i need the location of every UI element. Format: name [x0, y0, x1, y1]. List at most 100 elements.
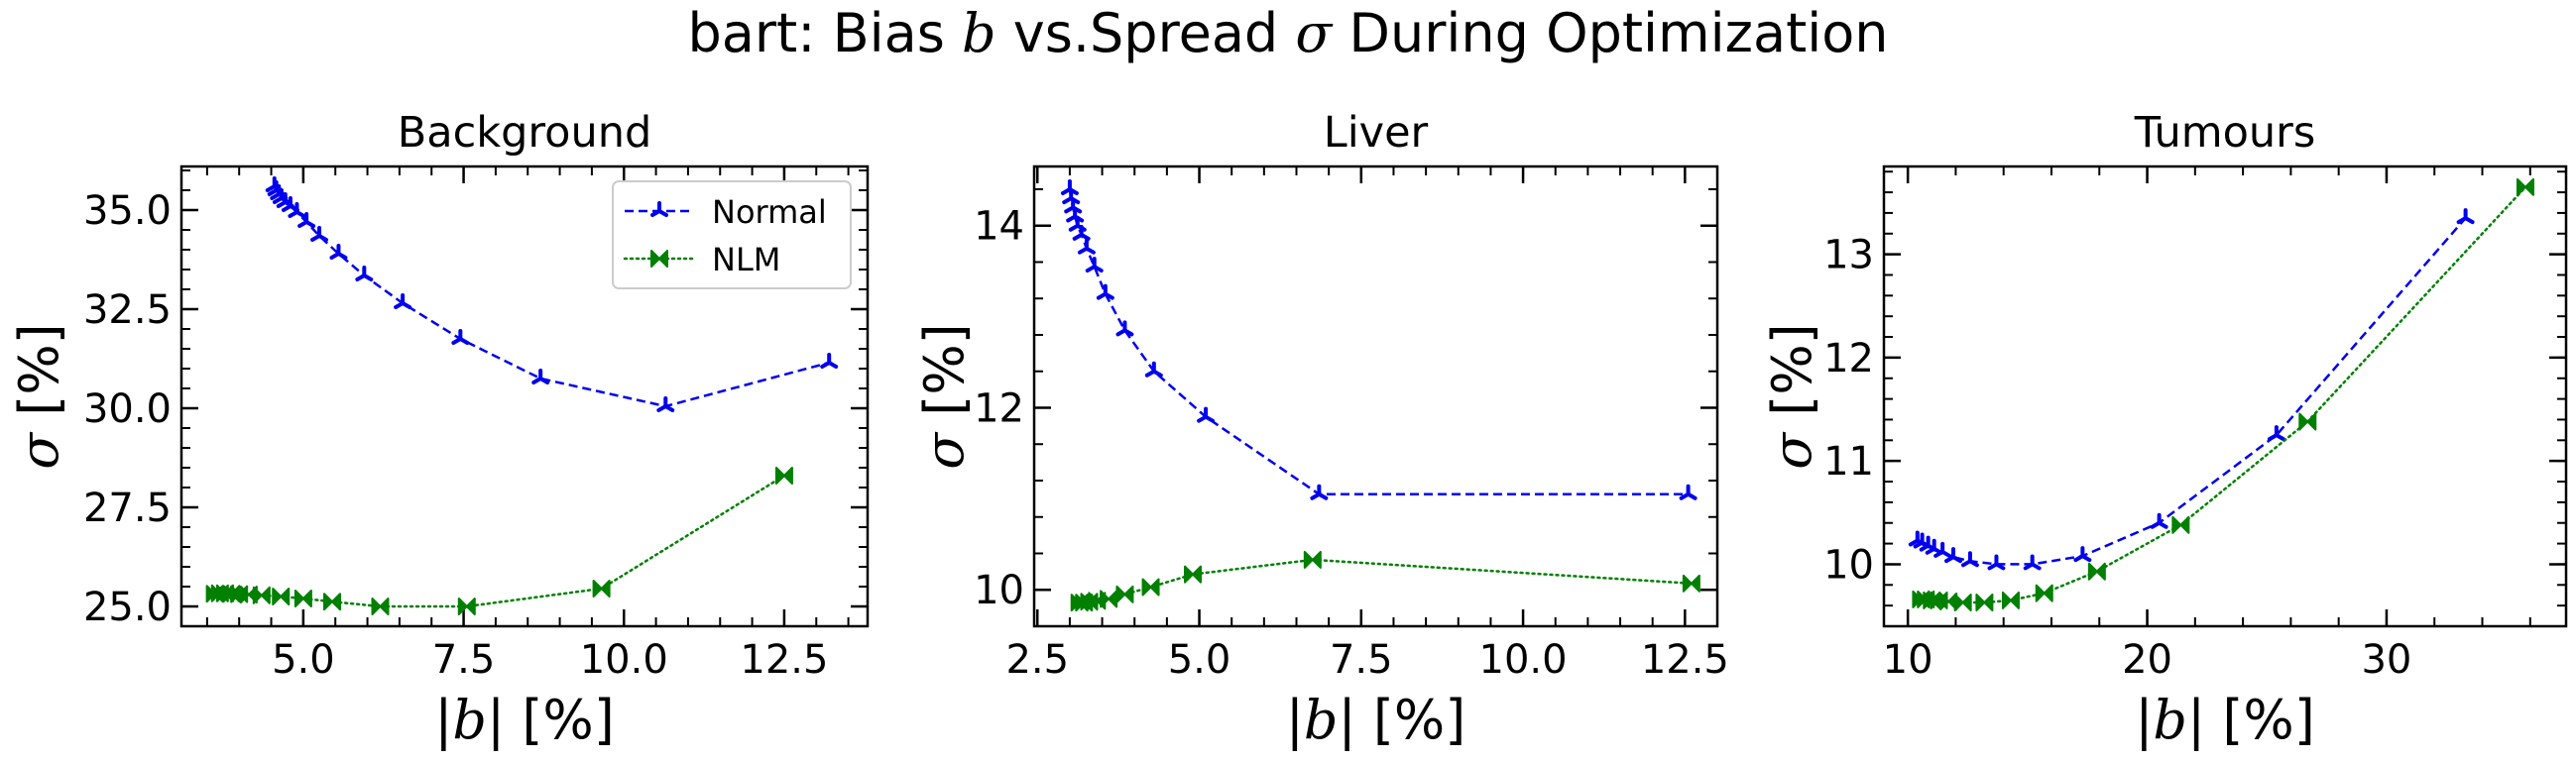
axes-frame [1882, 164, 2568, 628]
data-point-normal [820, 353, 839, 369]
legend-marker-nlm [650, 250, 668, 268]
y-tick-label: 25.0 [83, 585, 172, 630]
data-point-normal [1933, 541, 1952, 558]
subplot-title: Liver [1324, 108, 1429, 158]
major-ticks [1884, 166, 2566, 626]
series-nlm [1070, 550, 1700, 612]
data-point-nlm [2087, 562, 2106, 581]
data-point-nlm [1953, 594, 1972, 612]
x-axis-label: |b| [%] [434, 689, 615, 751]
minor-ticks [1884, 166, 2566, 627]
data-point-normal [1085, 257, 1104, 273]
data-point-normal [2150, 512, 2168, 529]
data-point-nlm [2298, 412, 2317, 431]
data-point-nlm [2516, 177, 2534, 196]
data-point-nlm [371, 598, 390, 615]
data-point-nlm [1115, 585, 1134, 603]
subplot-title: Tumours [2134, 108, 2316, 158]
series-normal [1908, 208, 2475, 571]
data-point-nlm [457, 598, 476, 615]
data-point-normal [1144, 361, 1163, 378]
x-tick-label: 10.0 [1479, 637, 1568, 683]
subplot-title: Background [398, 108, 652, 158]
x-tick-label: 10.0 [580, 637, 668, 683]
data-point-nlm [322, 593, 341, 611]
series-normal [1060, 178, 1698, 500]
data-point-normal [656, 396, 675, 412]
y-tick-label: 11 [1823, 439, 1874, 485]
y-tick-label: 13 [1823, 233, 1874, 278]
data-point-normal [310, 226, 329, 242]
data-point-normal [2073, 546, 2092, 563]
data-point-nlm [1100, 590, 1118, 608]
data-point-normal [531, 369, 550, 384]
data-point-normal [329, 244, 348, 260]
y-tick-label: 30.0 [83, 386, 172, 432]
x-tick-label: 20 [2122, 637, 2172, 683]
data-point-normal [2456, 208, 2475, 225]
axes-frame [1032, 164, 1719, 628]
legend-label-normal: Normal [712, 193, 827, 231]
series-nlm [1912, 177, 2534, 612]
y-tick-label: 10 [1823, 542, 1874, 588]
legend-label-nlm: NLM [712, 241, 780, 278]
x-tick-label: 30 [2361, 637, 2411, 683]
y-tick-label: 35.0 [83, 188, 172, 234]
data-point-nlm [2171, 515, 2190, 534]
data-point-nlm [1141, 578, 1160, 597]
data-point-nlm [252, 586, 271, 604]
data-point-nlm [293, 590, 312, 607]
data-point-normal [1987, 554, 2006, 571]
data-point-nlm [272, 588, 291, 605]
data-point-nlm [592, 580, 611, 598]
major-ticks [1034, 166, 1717, 626]
series-line-nlm [213, 474, 786, 608]
series-line-normal [273, 185, 830, 408]
data-point-nlm [1184, 565, 1202, 584]
data-point-nlm [1975, 594, 1994, 612]
x-axis-label: |b| [%] [2135, 689, 2315, 751]
y-tick-label: 32.5 [83, 287, 172, 333]
y-axis-label: σ [%] [1761, 323, 1823, 470]
subplot-liver: Liver 2.5 5.0 7.5 10.0 12.5 10 12 14 |b| [%] σ [%] [913, 108, 1729, 751]
y-tick-label: 12 [1823, 336, 1874, 381]
y-tick-label: 27.5 [83, 486, 172, 531]
x-tick-label: 7.5 [1330, 637, 1393, 683]
data-point-normal [1679, 484, 1698, 500]
y-tick-label: 10 [974, 568, 1024, 613]
data-point-nlm [1682, 574, 1700, 593]
data-point-normal [1096, 283, 1114, 300]
legend: Normal NLM [612, 180, 852, 289]
y-axis-label: σ [%] [913, 323, 976, 470]
y-tick-label: 14 [974, 204, 1024, 250]
data-point-normal [288, 202, 306, 218]
data-point-normal [1197, 406, 1216, 423]
data-point-nlm [2035, 584, 2053, 602]
x-tick-label: 2.5 [1005, 637, 1069, 683]
data-point-normal [355, 266, 374, 281]
data-point-normal [297, 212, 316, 228]
data-point-normal [1077, 238, 1096, 255]
y-tick-label: 12 [974, 385, 1024, 431]
data-point-normal [2023, 554, 2042, 571]
series-normal [265, 176, 839, 412]
x-tick-label: 10 [1883, 637, 1933, 683]
legend-marker-normal [650, 201, 668, 217]
x-tick-label: 5.0 [1168, 637, 1231, 683]
axes-frame [179, 164, 870, 628]
y-axis-label: σ [%] [8, 323, 70, 470]
subplot-tumours: Tumours 10 20 30 10 11 12 13 |b| [%] σ [%] [1761, 108, 2568, 751]
minor-ticks [1034, 166, 1718, 627]
data-point-normal [451, 329, 470, 345]
data-point-normal [1072, 224, 1091, 241]
data-point-normal [1310, 484, 1329, 500]
subplot-panels: Background 5.0 7.5 10.0 12.5 25.0 27.5 30.0 32.5… [8, 108, 2568, 751]
data-point-normal [1944, 547, 1962, 564]
x-tick-label: 12.5 [740, 637, 828, 683]
series-line-normal [1917, 217, 2467, 566]
data-point-normal [1960, 551, 1979, 568]
data-point-normal [1115, 320, 1134, 337]
series-line-nlm [1920, 185, 2527, 604]
x-tick-label: 12.5 [1641, 637, 1729, 683]
